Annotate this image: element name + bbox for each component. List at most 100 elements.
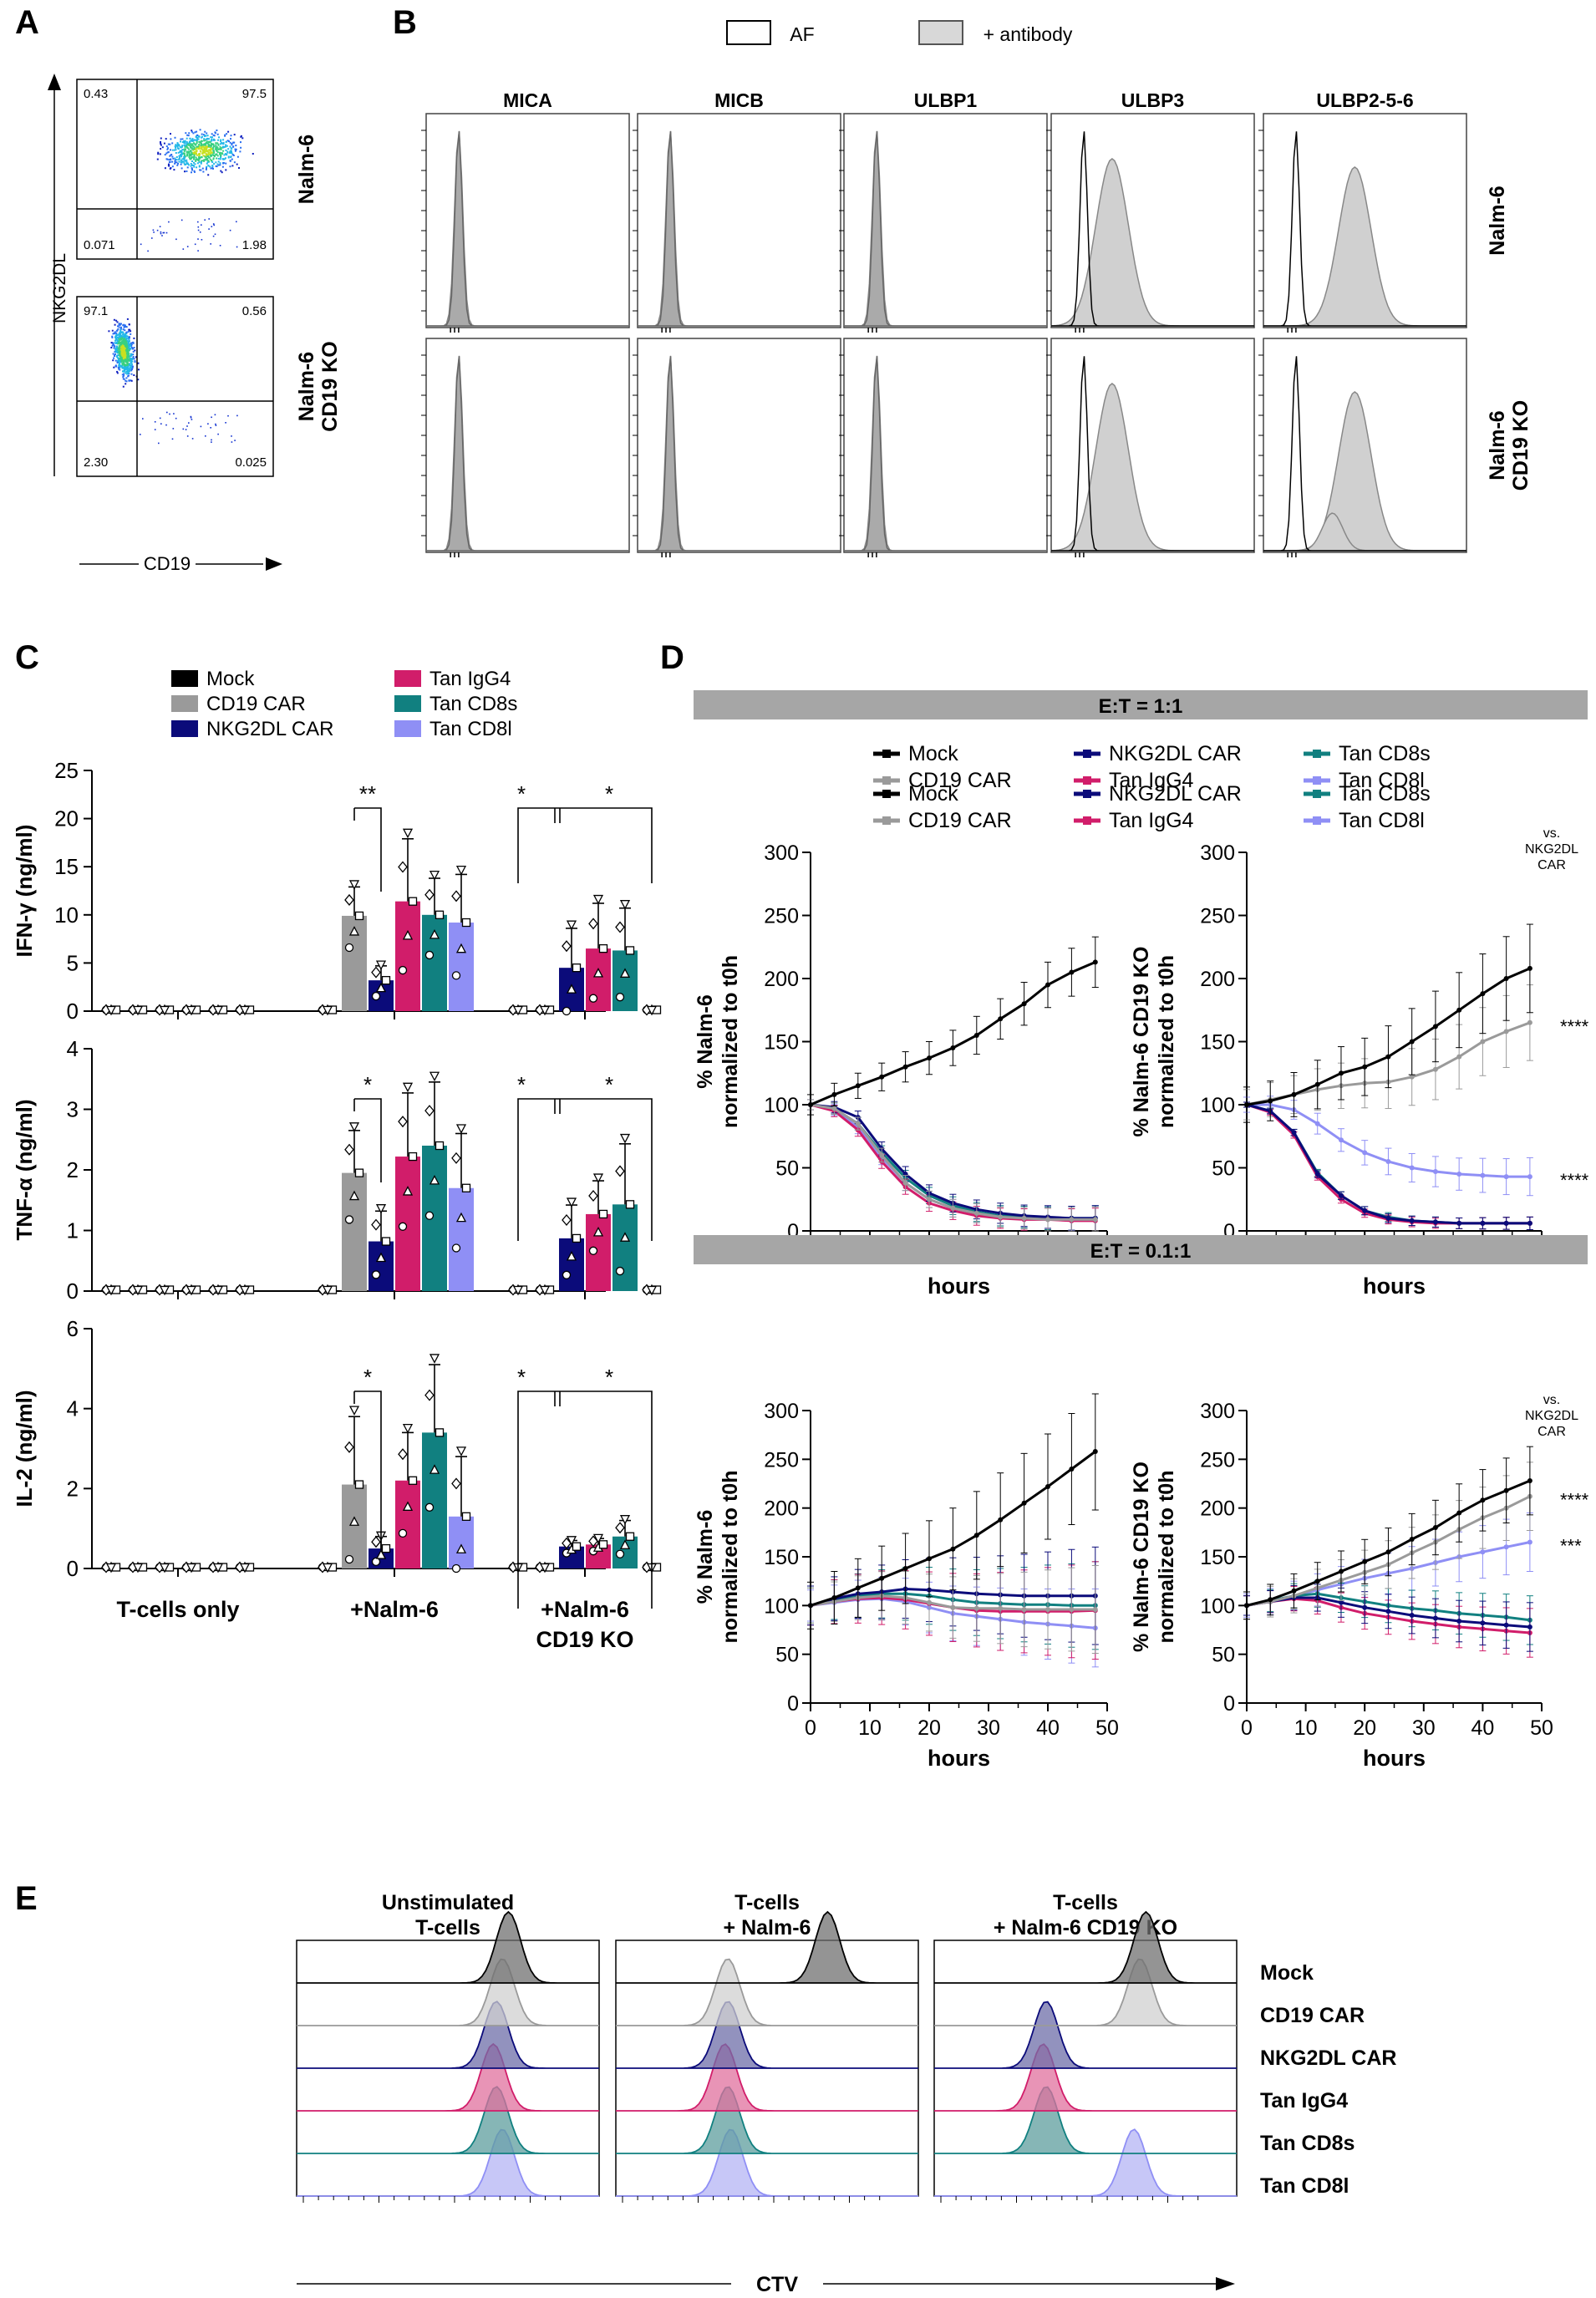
flow-dot [132,350,135,353]
data-point [562,1270,572,1279]
data-point-mock [1339,1568,1344,1574]
data-point [619,1232,631,1242]
flow-dot [121,367,124,369]
af-histogram-ulbp3 [1051,131,1254,327]
data-point-nkg2dl-car [1339,1599,1344,1605]
flow-dot [217,143,220,145]
flow-dot [122,385,125,388]
row-label-nalm-6-cd19-ko: CD19 KO [318,341,342,431]
flow-dot [151,237,153,239]
flow-dot [160,232,162,235]
data-point-mock [879,1074,885,1080]
flow-dot [190,165,192,167]
flow-dot [203,146,206,149]
data-point-cd19-car [1021,1607,1027,1612]
flow-dot [181,160,184,163]
legend-label-tan-cd8l: Tan CD8l [429,718,512,740]
flow-dot [127,358,130,361]
flow-dot [122,345,125,348]
flow-dot [226,140,228,143]
legend-label-af: AF [790,23,814,45]
flow-dot [126,358,129,359]
flow-dot [166,151,169,154]
flow-dot [220,170,222,172]
flow-dot [213,139,216,141]
flow-dot [232,145,235,148]
flow-dot [123,325,125,328]
flow-dot [124,351,126,353]
data-point-cd19-car [879,1152,885,1158]
flow-dot [120,353,123,355]
flow-dot [171,438,174,440]
flow-dot [216,150,218,152]
flow-dot [127,349,130,352]
flow-dot [191,157,193,160]
flow-dot [217,139,220,141]
flow-dot [180,152,183,155]
flow-dot [177,151,180,154]
legend-marker-tan-cd8s [1313,790,1321,798]
flow-dot [203,134,205,136]
flow-dot [160,144,162,146]
flow-dot [119,343,121,345]
flow-dot [191,148,194,150]
flow-dot [127,375,130,378]
flow-dot [168,161,170,163]
data-point-nkg2dl-car [1432,1219,1438,1225]
flow-dot [118,332,120,334]
flow-dot [112,353,114,355]
flow-dot [175,145,178,147]
flow-dot [115,346,118,348]
flow-dot [172,157,175,160]
flow-dot [130,342,132,344]
flow-dot [226,150,229,153]
flow-dot [133,337,135,339]
flow-dot [188,155,191,158]
legend-swatch-tan-cd8s [394,695,421,712]
flow-dot [134,361,136,364]
x-tick-label: 20 [917,1716,941,1740]
data-point [239,1285,251,1296]
flow-dot [120,366,123,368]
flow-dot [201,149,204,151]
flow-dot [163,231,165,234]
data-point-mock [1069,969,1075,975]
flow-dot [232,155,235,156]
flow-dot [130,358,133,360]
data-point-mock [879,1575,885,1581]
y-axis-label: TNF-α (ng/ml) [12,1099,37,1240]
quadrant-value: 1.98 [242,238,267,252]
y-tick-label: 2 [67,1476,79,1501]
x-axis-label: hours [928,1746,990,1771]
flow-dot [130,366,133,369]
flow-dot [224,135,226,137]
flow-dot [196,147,198,150]
flow-dot [119,323,121,326]
flow-dot [227,155,230,158]
flow-dot [119,336,122,338]
flow-dot [216,142,219,145]
flow-dot [125,336,127,338]
data-point [429,1464,440,1474]
data-point [615,921,625,933]
flow-dot [186,153,188,155]
flow-dot [172,428,175,430]
flow-dot [126,364,129,366]
flow-dot [191,143,194,145]
flow-dot [191,151,193,154]
flow-dot [220,149,222,150]
data-point-nkg2dl-car [1480,1220,1486,1226]
flow-dot [212,146,215,149]
legend-label-nkg2dl-car: NKG2DL CAR [206,718,333,740]
ctv-histogram-tan-igg4 [297,2042,599,2112]
flow-dot [223,154,226,156]
data-point-tan-cd8l [1527,1174,1532,1180]
flow-dot [132,342,135,344]
legend-marker-cd19-car [882,776,891,785]
data-point [348,1406,360,1416]
flow-dot [236,414,238,417]
flow-dot [206,137,209,140]
flow-dot [196,158,198,160]
data-point [402,1501,414,1511]
